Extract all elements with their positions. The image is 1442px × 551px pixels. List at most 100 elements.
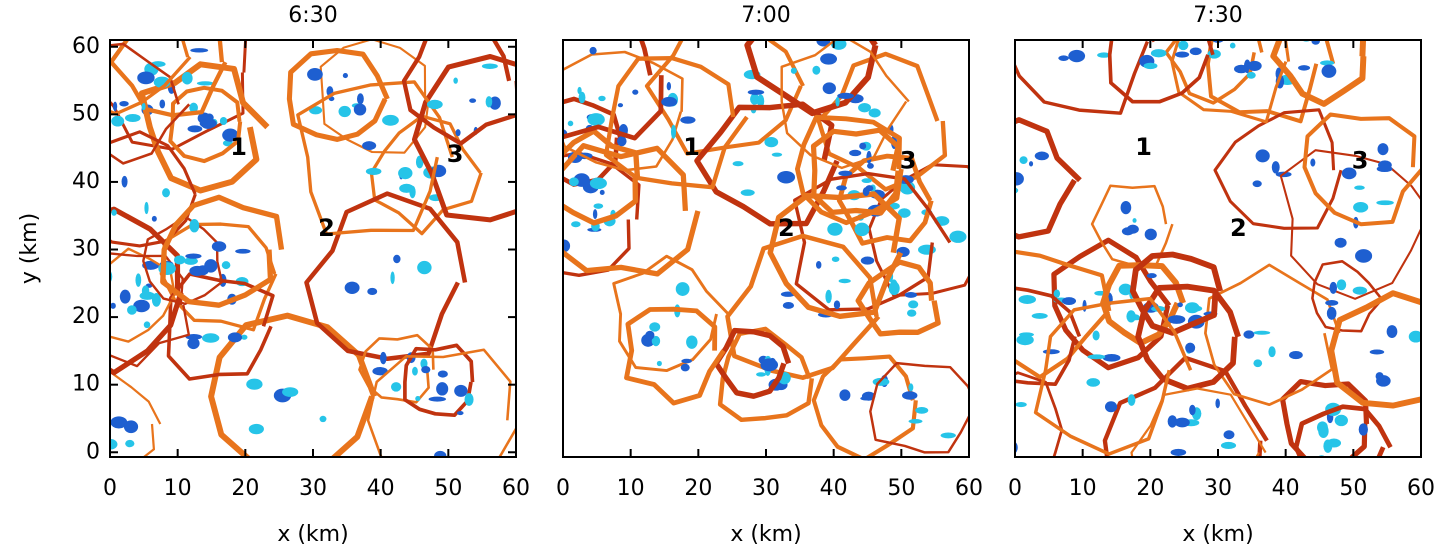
y-tick-label: 60 xyxy=(72,34,100,59)
downflow-patch xyxy=(831,256,840,262)
downflow-patch xyxy=(578,91,586,104)
downflow-patch xyxy=(110,439,118,450)
cell-boundary xyxy=(855,259,941,337)
downflow-patch xyxy=(227,332,243,343)
downflow-patch xyxy=(593,203,604,209)
downflow-patch xyxy=(1042,349,1060,355)
field-texture xyxy=(80,40,532,457)
downflow-patch xyxy=(666,82,672,91)
downflow-patch xyxy=(151,215,157,222)
downflow-patch xyxy=(520,146,532,159)
downflow-patch xyxy=(645,330,655,340)
downflow-patch xyxy=(189,219,200,233)
downflow-patch xyxy=(1323,439,1333,453)
cell-boundary xyxy=(1135,283,1241,392)
downflow-patch xyxy=(1369,349,1385,355)
downflow-patch xyxy=(569,177,579,187)
cell-boundary xyxy=(816,51,948,192)
downflow-patch xyxy=(1127,394,1136,406)
cell-boundary xyxy=(1204,263,1341,407)
downflow-patch xyxy=(372,367,388,376)
downflow-patch xyxy=(1220,441,1237,450)
downflow-patch xyxy=(587,113,605,126)
downflow-patch xyxy=(105,276,109,280)
downflow-patch xyxy=(1015,441,1018,454)
cell-boundary xyxy=(780,40,910,170)
downflow-patch xyxy=(815,261,822,269)
x-tick-label: 60 xyxy=(955,476,983,501)
x-tick-label: 0 xyxy=(1008,476,1022,501)
downflow-patch xyxy=(940,432,956,439)
cell-boundary xyxy=(110,247,177,343)
downflow-patch xyxy=(189,102,198,113)
downflow-patch xyxy=(137,71,155,85)
downflow-patch xyxy=(1185,305,1203,312)
cell-boundary xyxy=(563,143,701,277)
downflow-patch xyxy=(1058,55,1070,61)
downflow-patch xyxy=(839,389,851,401)
downflow-patch xyxy=(1325,300,1339,306)
downflow-patch xyxy=(837,92,854,99)
cell-boundary xyxy=(1270,40,1367,107)
downflow-patch xyxy=(1015,172,1024,186)
downflow-patch xyxy=(1018,294,1036,305)
downflow-patch xyxy=(1229,42,1236,49)
cell-boundary xyxy=(717,326,814,423)
cell-boundary xyxy=(767,191,904,319)
downflow-patch xyxy=(204,113,214,122)
y-tick-label: 50 xyxy=(72,101,100,126)
downflow-patch xyxy=(344,281,360,294)
downflow-patch xyxy=(151,293,161,307)
downflow-patch xyxy=(1092,330,1100,341)
downflow-patch xyxy=(282,387,299,397)
downflow-patch xyxy=(833,300,841,310)
downflow-patch xyxy=(80,59,97,63)
downflow-patch xyxy=(437,370,448,378)
x-axis-label: x (km) xyxy=(730,522,801,547)
downflow-patch xyxy=(764,137,779,148)
downflow-patch xyxy=(599,189,605,195)
downflow-patch xyxy=(670,124,677,139)
downflow-patch xyxy=(1177,302,1183,308)
downflow-patch xyxy=(1336,459,1353,473)
downflow-patch xyxy=(111,209,117,216)
downflow-patch xyxy=(838,278,851,284)
downflow-patch xyxy=(1028,161,1034,167)
downflow-patch xyxy=(651,335,661,347)
downflow-patch xyxy=(1377,143,1389,156)
downflow-patch xyxy=(196,81,214,86)
downflow-patch xyxy=(1178,40,1189,51)
downflow-patch xyxy=(1310,158,1316,167)
downflow-patch xyxy=(820,53,838,65)
downflow-patch xyxy=(836,185,847,191)
downflow-patch xyxy=(858,102,871,113)
downflow-patch xyxy=(1354,185,1365,190)
downflow-patch xyxy=(899,180,916,195)
x-tick-label: 20 xyxy=(231,476,259,501)
downflow-patch xyxy=(190,48,209,53)
x-tick-label: 50 xyxy=(434,476,462,501)
downflow-patch xyxy=(248,423,264,435)
cell-boundary xyxy=(304,191,468,362)
y-tick-label: 0 xyxy=(86,439,100,464)
downflow-patch xyxy=(571,221,581,228)
downflow-patch xyxy=(750,93,760,105)
downflow-patch xyxy=(1189,404,1196,416)
cell-boundary xyxy=(142,215,224,305)
cell-boundary xyxy=(208,312,377,457)
downflow-patch xyxy=(455,129,461,137)
downflow-patch xyxy=(577,86,582,95)
downflow-patch xyxy=(1320,60,1335,66)
downflow-patch xyxy=(353,103,367,116)
cell-boundary xyxy=(869,361,969,454)
cell-boundary xyxy=(810,127,901,216)
cell-boundary xyxy=(110,206,184,376)
downflow-patch xyxy=(854,222,870,237)
cell-boundary xyxy=(1311,260,1384,333)
downflow-patch xyxy=(141,285,150,297)
downflow-patch xyxy=(866,150,872,164)
cell-boundary xyxy=(1107,40,1215,104)
downflow-patch xyxy=(680,363,690,372)
x-axis-label: x (km) xyxy=(277,522,348,547)
